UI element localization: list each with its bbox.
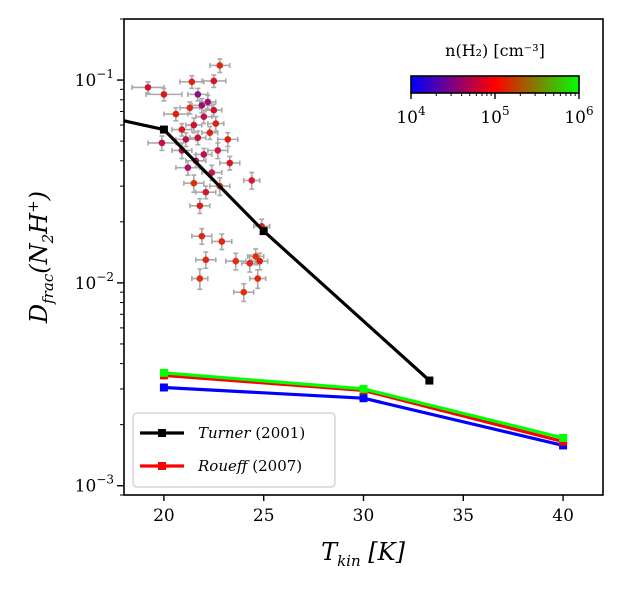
scatter-point — [144, 84, 152, 91]
series-marker — [559, 433, 568, 442]
scatter-point — [210, 77, 218, 85]
series-marker — [259, 227, 268, 236]
scatter-point — [212, 120, 220, 127]
scatter-point — [232, 257, 240, 265]
y-axis: 10−3 10−2 10−1 — [75, 18, 124, 497]
scatter-point — [188, 78, 196, 86]
legend-swatch-marker — [158, 462, 166, 470]
scatter-point — [218, 238, 226, 245]
y-tick-label: 10−2 — [75, 270, 114, 294]
scatter-point — [224, 136, 232, 143]
scatter-point — [246, 259, 254, 267]
scatter-point — [204, 98, 212, 106]
scatter-point — [202, 256, 210, 264]
scatter-point — [206, 129, 214, 137]
scatter-point — [178, 126, 186, 133]
series-line — [124, 119, 431, 382]
colorbar: n(H₂) [cm⁻³] 104 105 106 — [396, 41, 593, 128]
colorbar-tick-label: 106 — [564, 104, 593, 128]
scatter-point — [226, 159, 234, 167]
legend-swatch-marker — [158, 429, 166, 437]
x-tick-label: 30 — [353, 506, 375, 526]
series-marker — [159, 125, 168, 134]
scatter-point — [194, 134, 202, 141]
scatter-point — [216, 62, 224, 69]
legend: Turner (2001) Roueff (2007) — [132, 412, 336, 488]
y-tick-label: 10−1 — [75, 67, 114, 91]
y-tick-label: 10−3 — [75, 473, 114, 497]
scatter-point — [256, 257, 264, 265]
scatter-point — [200, 151, 208, 158]
plot-area — [124, 58, 568, 450]
scatter-point — [184, 164, 192, 171]
scatter-point — [172, 110, 180, 118]
x-tick-label: 20 — [153, 506, 175, 526]
series-marker — [359, 384, 368, 393]
scatter-point — [160, 91, 168, 98]
colorbar-tick-label: 105 — [480, 104, 509, 128]
y-axis-title: Dfrac(N2H+) — [24, 191, 57, 324]
scatter-point — [240, 288, 248, 296]
legend-label: Turner (2001) — [198, 424, 305, 442]
scatter-point — [210, 106, 218, 114]
scatter-errorbar — [224, 252, 247, 271]
series-marker — [159, 368, 168, 377]
colorbar-tick-label: 104 — [396, 104, 426, 128]
scatter-point — [196, 202, 204, 210]
scatter-point — [208, 169, 216, 176]
colorbar-gradient — [410, 75, 580, 94]
scatter-point — [190, 121, 198, 129]
scatter-point — [158, 139, 166, 147]
scatter-point — [194, 91, 202, 98]
series-marker — [425, 376, 434, 385]
x-tick-label: 40 — [552, 506, 574, 526]
x-axis-title: Tkin [K] — [321, 538, 406, 570]
scatter-point — [214, 147, 222, 154]
scatter-point — [248, 177, 256, 184]
scatter-point — [252, 253, 260, 260]
scatter-point — [198, 232, 206, 240]
scatter-point — [182, 136, 190, 143]
legend-label: Roueff (2007) — [197, 457, 302, 475]
scatter-point — [198, 102, 206, 109]
scatter-point — [200, 113, 208, 120]
scatter-point — [186, 104, 194, 112]
x-axis: 20 25 30 35 40 — [153, 495, 574, 526]
scatter-point — [202, 188, 210, 196]
scatter-point — [196, 275, 204, 282]
series-marker — [359, 394, 368, 403]
x-tick-label: 25 — [253, 506, 275, 526]
series-marker — [159, 383, 168, 392]
scatter-point — [190, 179, 198, 187]
colorbar-label: n(H₂) [cm⁻³] — [445, 41, 545, 60]
scatter-point — [254, 275, 262, 282]
x-tick-label: 35 — [452, 506, 474, 526]
